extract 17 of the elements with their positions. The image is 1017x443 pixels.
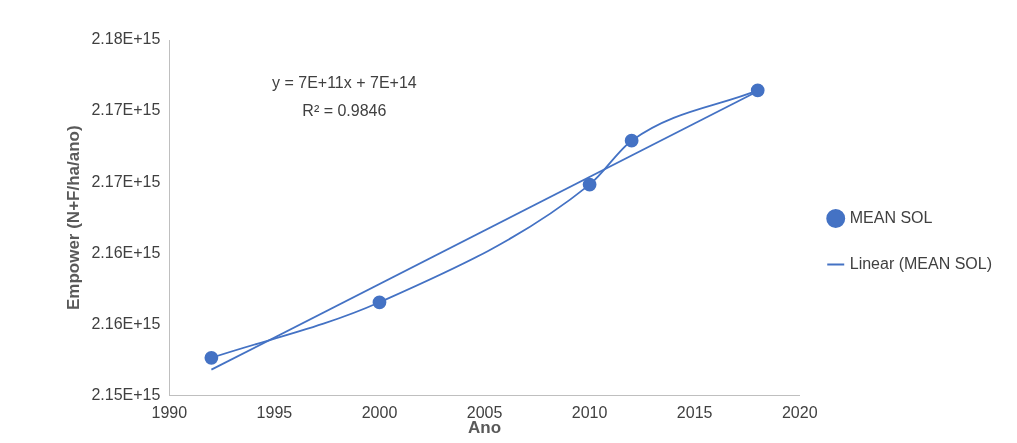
annotation: R² = 0.9846	[302, 102, 387, 119]
y-tick-label: 2.15E+15	[91, 385, 161, 403]
y-tick-label: 2.16E+15	[91, 243, 161, 261]
x-tick-label: 2000	[361, 404, 398, 422]
legend-label: MEAN SOL	[849, 208, 933, 226]
y-tick-label: 2.16E+15	[91, 314, 161, 332]
x-tick-label: 2015	[676, 404, 713, 422]
y-tick-label: 2.17E+15	[91, 172, 161, 190]
x-tick-label: 1990	[151, 404, 188, 422]
y-tick-label: 2.17E+15	[91, 101, 161, 119]
x-tick-label: 2020	[781, 404, 818, 422]
x-tick-label: 1995	[256, 404, 293, 422]
x-tick-label: 2010	[571, 404, 608, 422]
legend-label: Linear (MEAN SOL)	[849, 254, 992, 272]
annotation: y = 7E+11x + 7E+14	[272, 74, 417, 91]
y-axis-title: Empower (N+F/ha/ano)	[63, 125, 83, 311]
y-tick-label: 2.18E+15	[91, 30, 161, 48]
